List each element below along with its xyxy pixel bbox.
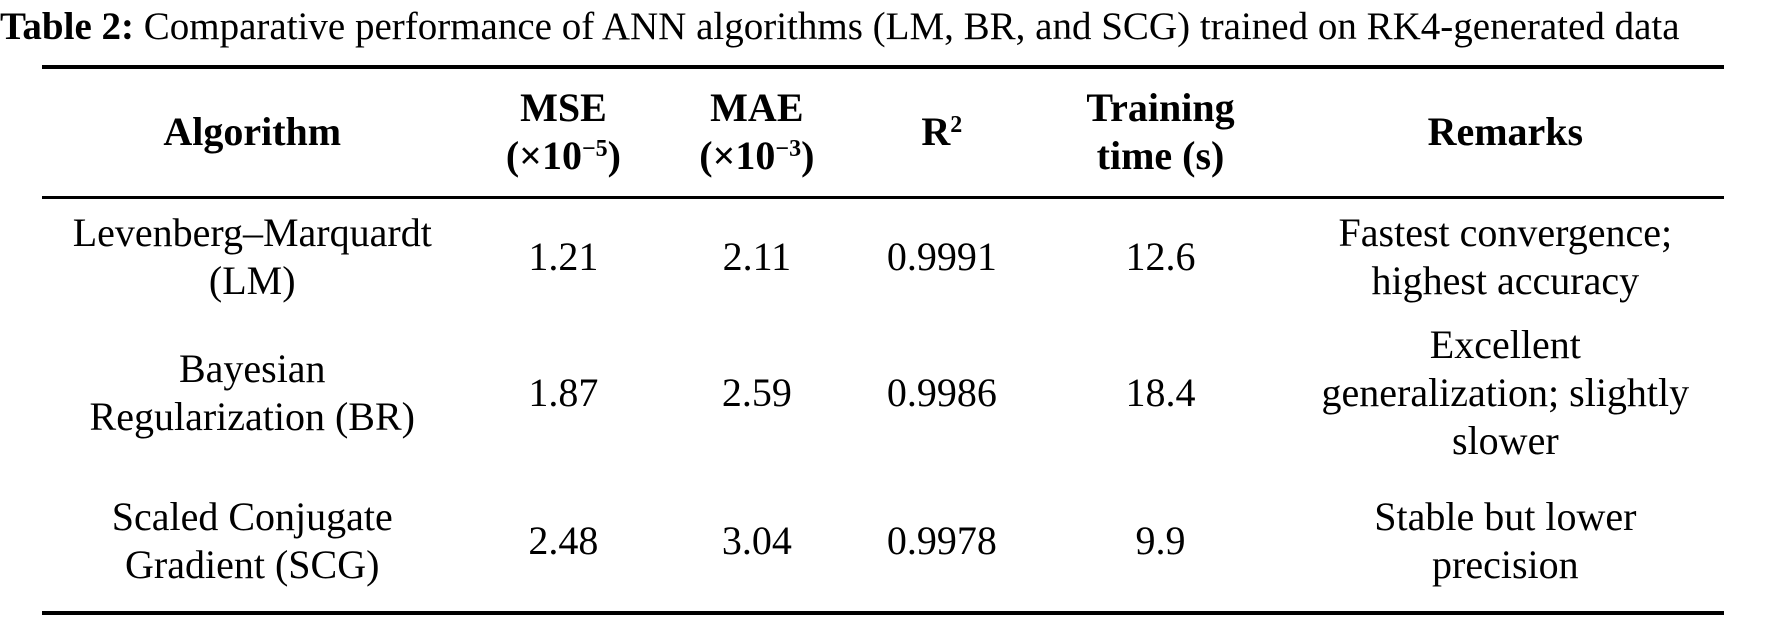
comparative-performance-table: Algorithm MSE (×10−5) MAE (×10−3) R2 Tra… (42, 65, 1724, 615)
column-header-algorithm: Algorithm (42, 67, 463, 197)
cell-algorithm: Levenberg–Marquardt (LM) (72, 209, 432, 303)
table-row-br: Bayesian Regularization (BR) 1.87 2.59 0… (42, 315, 1724, 471)
column-header-mae: MAE (×10−3) (664, 67, 849, 197)
cell-r2: 0.9991 (886, 233, 997, 279)
cell-training-time: 9.9 (1135, 518, 1186, 563)
cell-remarks: Stable but lower precision (1374, 494, 1637, 587)
table-caption-text: Comparative performance of ANN algorithm… (134, 5, 1680, 48)
mse-unit-exponent: −5 (581, 136, 608, 163)
table-row-scg: Scaled Conjugate Gradient (SCG) 2.48 3.0… (42, 471, 1724, 613)
column-header-mse-line2: (×10−5) (463, 132, 665, 180)
table-caption: Table 2: Comparative performance of ANN … (0, 0, 1767, 51)
column-header-remarks-label: Remarks (1427, 109, 1584, 155)
table-row-lm: Levenberg–Marquardt (LM) 1.21 2.11 0.999… (42, 197, 1724, 315)
column-header-mae-line1: MAE (710, 85, 804, 131)
cell-mae: 2.11 (722, 233, 792, 279)
cell-mse: 1.21 (528, 233, 599, 279)
cell-remarks: Excellent generalization; slightly slowe… (1321, 322, 1690, 463)
r2-base: R (921, 109, 951, 155)
column-header-training-time: Training time (s) (1034, 67, 1286, 197)
cell-mse: 1.87 (528, 370, 599, 415)
cell-mae: 2.59 (721, 370, 792, 415)
cell-training-time: 12.6 (1125, 233, 1196, 279)
mse-unit-base: (×10 (505, 133, 582, 179)
mae-unit-base: (×10 (699, 133, 776, 179)
table-header-row: Algorithm MSE (×10−5) MAE (×10−3) R2 Tra… (42, 67, 1724, 197)
mae-unit-close: ) (801, 133, 815, 179)
cell-r2: 0.9978 (886, 518, 997, 563)
cell-algorithm: Scaled Conjugate Gradient (SCG) (111, 494, 393, 587)
cell-r2: 0.9986 (886, 370, 997, 415)
r2-exponent: 2 (950, 112, 963, 139)
mse-unit-close: ) (607, 133, 621, 179)
cell-mae: 3.04 (721, 518, 792, 563)
column-header-algorithm-label: Algorithm (163, 109, 342, 155)
column-header-training-time-line2: time (s) (1096, 133, 1225, 179)
column-header-remarks: Remarks (1287, 67, 1724, 197)
cell-algorithm: Bayesian Regularization (BR) (89, 346, 415, 439)
column-header-training-time-line1: Training (1086, 85, 1235, 131)
cell-training-time: 18.4 (1125, 370, 1196, 415)
table-caption-label: Table 2: (0, 5, 135, 48)
column-header-mse: MSE (×10−5) (463, 67, 665, 197)
cell-mse: 2.48 (528, 518, 599, 563)
column-header-mae-line2: (×10−3) (664, 132, 849, 180)
cell-remarks: Fastest convergence; highest accuracy (1338, 209, 1673, 303)
column-header-mse-line1: MSE (520, 85, 607, 131)
mae-unit-exponent: −3 (775, 136, 802, 163)
column-header-r2: R2 (849, 67, 1034, 197)
